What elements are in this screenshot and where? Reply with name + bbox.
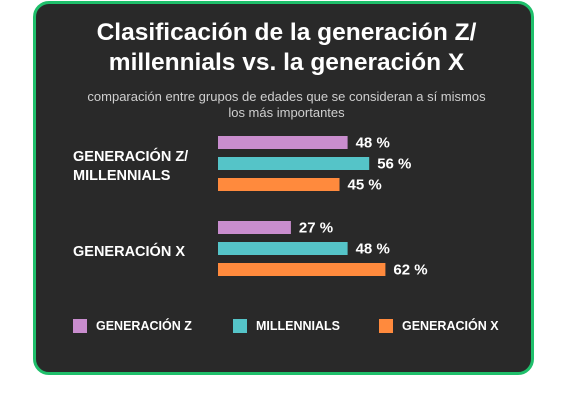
legend-label-gen-x: GENERACIÓN X (402, 319, 499, 333)
legend-item-gen-x: GENERACIÓN X (379, 319, 499, 333)
legend-swatch-millennials (233, 319, 247, 333)
bar-millennials-group-0 (218, 157, 370, 170)
data-label-gen-z-group-0: 48 % (356, 135, 390, 152)
data-label-gen-x-group-1: 62 % (393, 262, 427, 279)
bar-gen-z-group-1 (218, 221, 291, 234)
data-label-millennials-group-0: 56 % (377, 156, 411, 173)
bar-gen-x-group-1 (218, 263, 386, 276)
chart-title: Clasificación de la generación Z/ millen… (96, 19, 477, 76)
data-label-millennials-group-1: 48 % (356, 241, 390, 258)
category-label-gen-x: GENERACIÓN X (73, 244, 185, 260)
legend-item-millennials: MILLENNIALS (233, 319, 340, 333)
legend-item-gen-z: GENERACIÓN Z (73, 319, 192, 333)
legend-label-millennials: MILLENNIALS (256, 319, 341, 333)
legend-swatch-gen-x (379, 319, 393, 333)
category-label-gen-z-millennials: GENERACIÓN Z/ MILLENNIALS (73, 149, 189, 184)
bar-gen-x-group-0 (218, 178, 340, 191)
data-label-gen-x-group-0: 45 % (348, 177, 382, 194)
bar-gen-z-group-0 (218, 136, 348, 149)
bar-plot: 48 %56 %45 %27 %48 %62 % (218, 135, 428, 279)
legend-swatch-gen-z (73, 319, 87, 333)
chart-subtitle: comparación entre grupos de edades que s… (87, 89, 486, 120)
data-label-gen-z-group-1: 27 % (299, 220, 333, 237)
bar-millennials-group-1 (218, 242, 348, 255)
legend: GENERACIÓN Z MILLENNIALS GENERACIÓN X (36, 319, 531, 341)
chart-card: Clasificación de la generación Z/ millen… (33, 1, 534, 375)
legend-label-gen-z: GENERACIÓN Z (96, 319, 192, 333)
